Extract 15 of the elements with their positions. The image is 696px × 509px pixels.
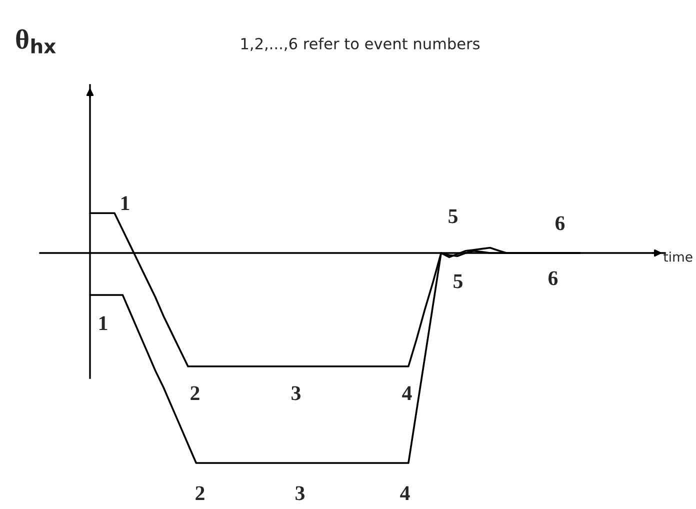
text: 4 <box>400 486 410 500</box>
text: 1 <box>121 196 130 210</box>
text: 2 <box>196 486 204 500</box>
annotation: 3 <box>292 386 300 400</box>
annotation: 6 <box>556 216 565 230</box>
annotation: 1 <box>99 316 108 330</box>
text: time <box>664 252 692 262</box>
text: 1,2,...,6 refer to event numbers <box>241 38 480 51</box>
annotation: 6 <box>548 271 558 286</box>
annotation: 2 <box>190 386 200 400</box>
text: θ$_{hx}$ <box>16 29 56 54</box>
annotation: 5 <box>454 274 462 288</box>
annotation: 4 <box>402 386 412 400</box>
annotation: 5 <box>448 209 458 224</box>
text: 3 <box>296 486 304 500</box>
